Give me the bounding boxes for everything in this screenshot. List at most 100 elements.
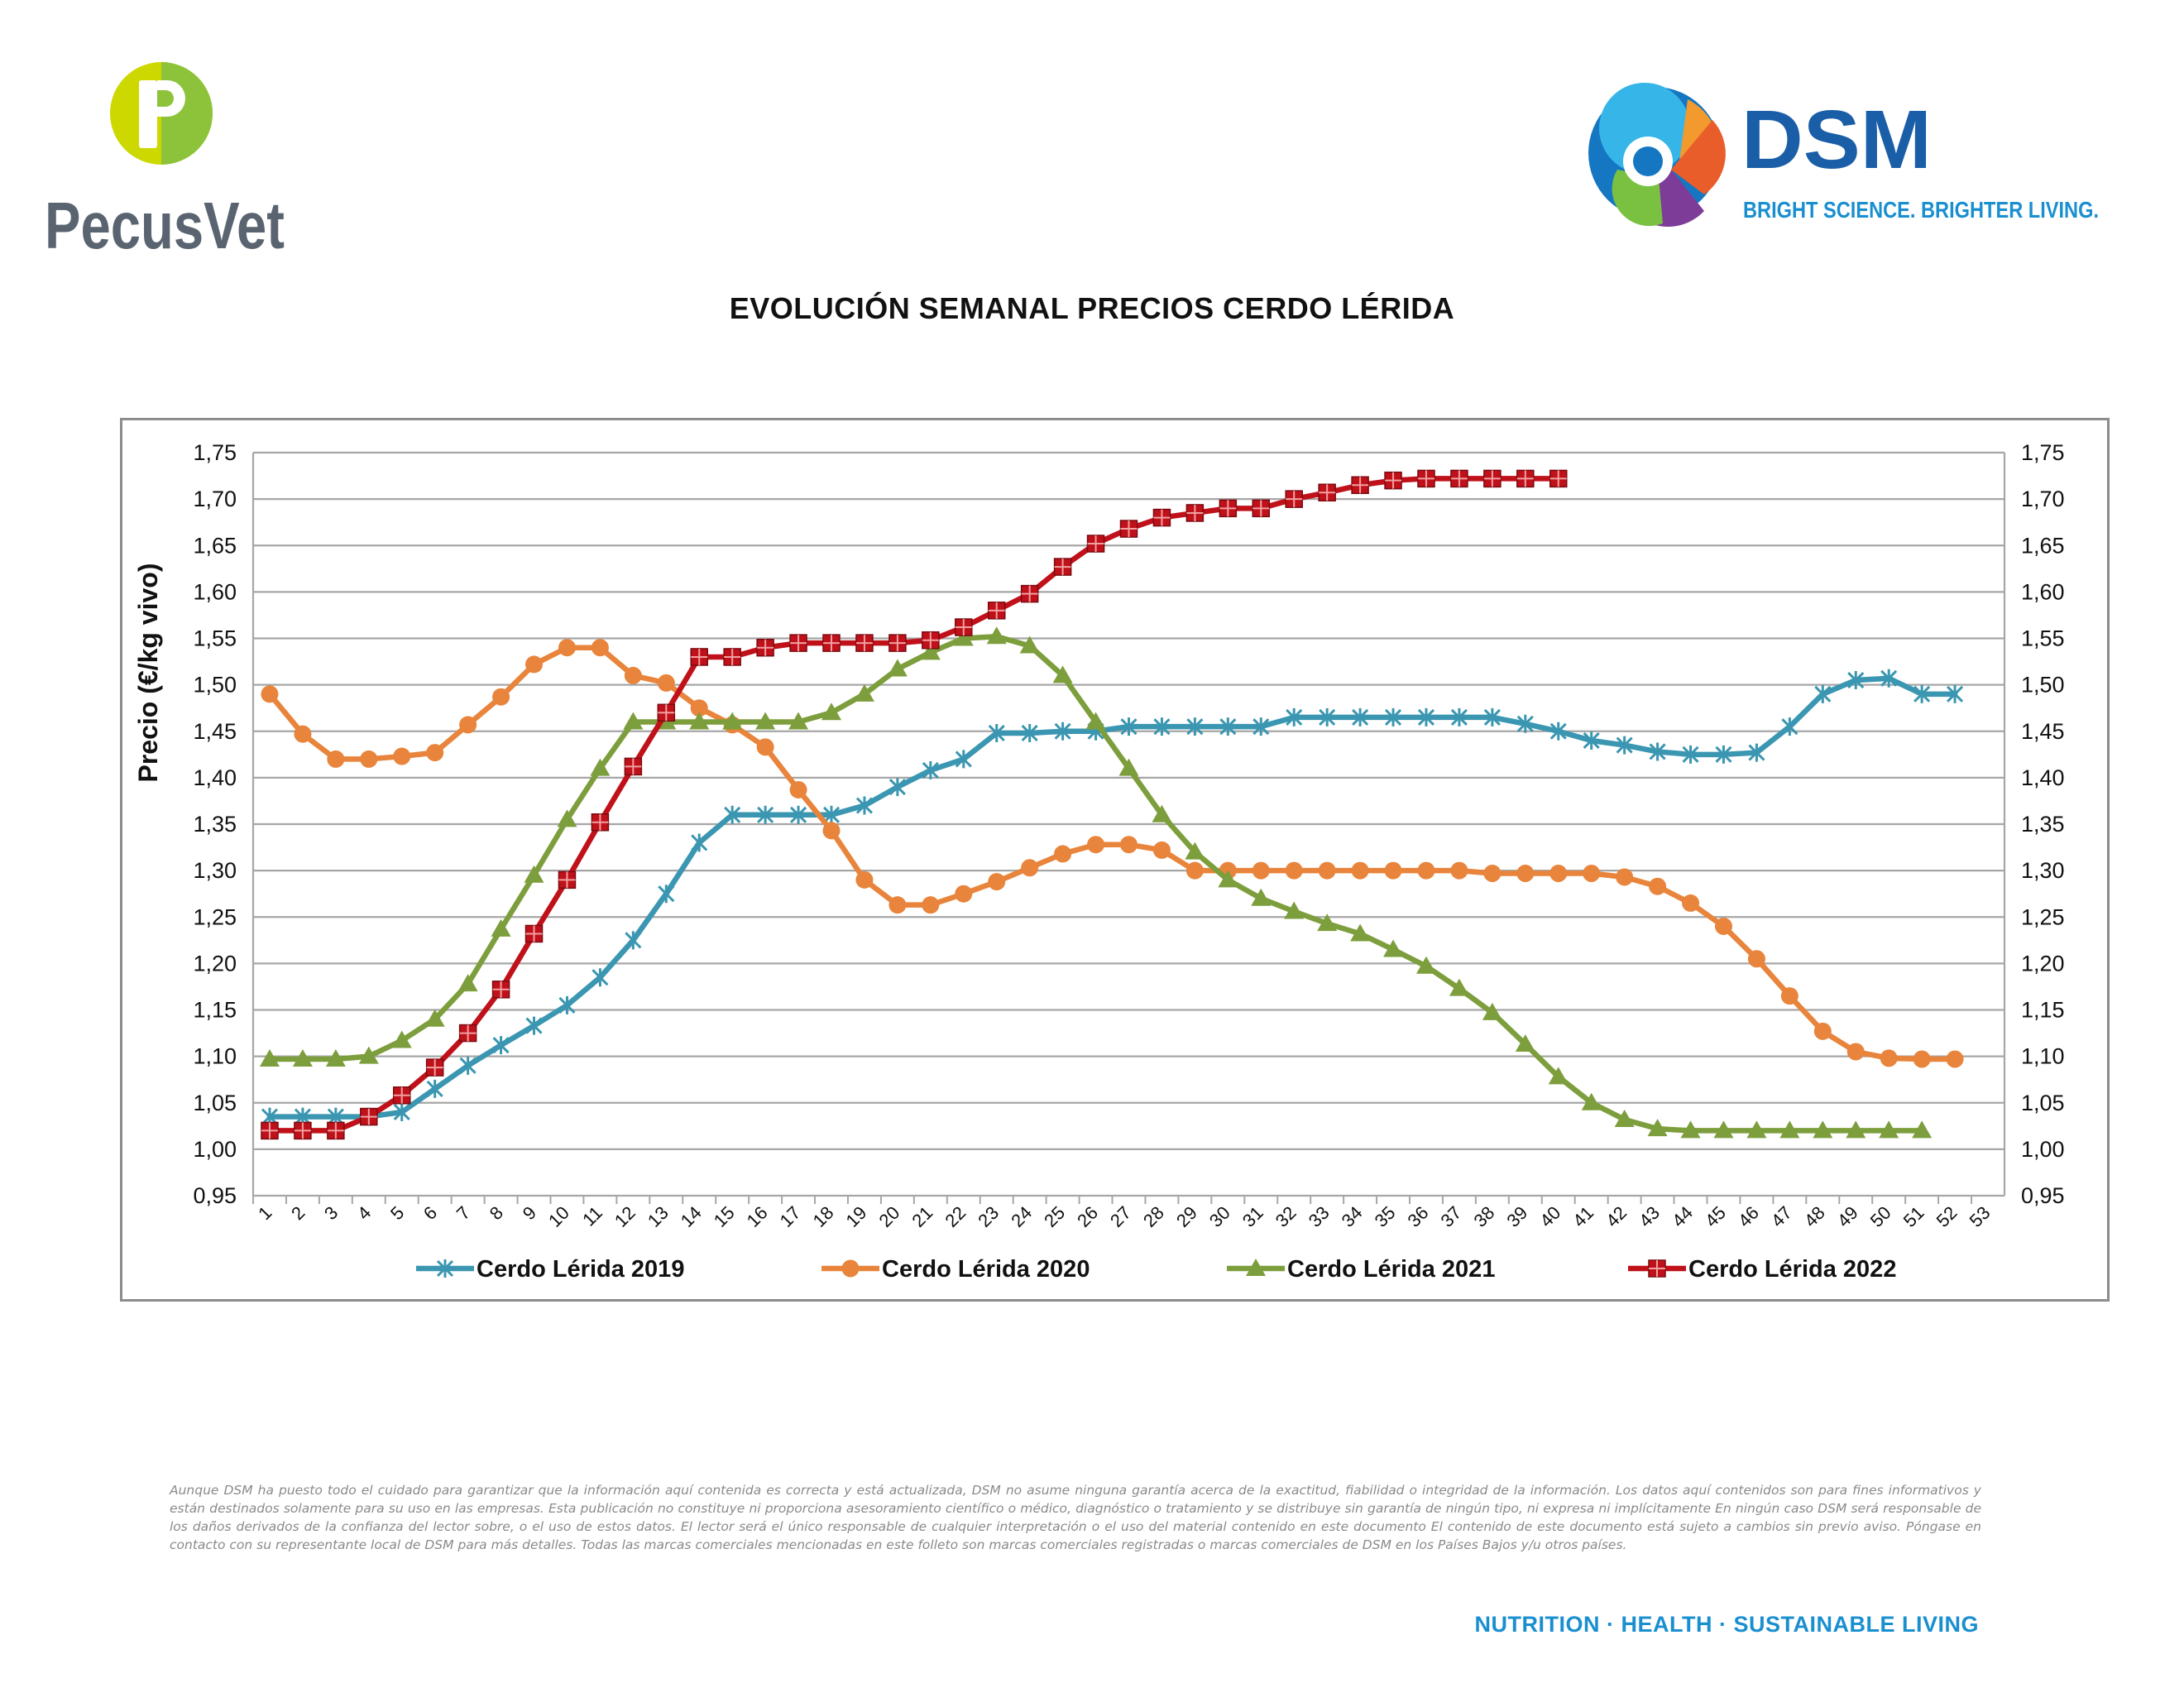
data-point xyxy=(1483,864,1502,882)
legend-label: Cerdo Lérida 2019 xyxy=(477,1256,684,1283)
marker-square-cross xyxy=(922,631,939,649)
data-point xyxy=(1880,1049,1898,1067)
pecusvet-wordmark: PecusVet xyxy=(45,189,285,261)
legend-marker xyxy=(841,1259,860,1278)
data-point xyxy=(1384,707,1402,727)
data-point xyxy=(492,1036,510,1055)
dsm-wordmark: DSM xyxy=(1741,94,1932,186)
data-point xyxy=(1781,717,1798,736)
data-point xyxy=(1847,671,1865,690)
data-point xyxy=(1118,758,1139,776)
x-tick-label: 18 xyxy=(809,1202,838,1231)
marker-square-cross xyxy=(1153,509,1171,526)
x-tick-label: 16 xyxy=(743,1202,772,1231)
data-point xyxy=(690,648,708,666)
series-1 xyxy=(261,669,1964,1126)
data-point xyxy=(920,642,941,660)
data-point xyxy=(1351,476,1369,495)
y-tick-label: 1,05 xyxy=(193,1091,237,1115)
marker-square-cross xyxy=(1549,470,1567,487)
data-point xyxy=(1219,499,1238,518)
marker-square-cross xyxy=(724,648,741,665)
data-point xyxy=(658,885,675,904)
legend-marker xyxy=(1648,1259,1666,1278)
x-tick-label: 27 xyxy=(1106,1202,1135,1231)
data-point xyxy=(855,796,874,815)
data-point xyxy=(1085,712,1106,730)
data-point xyxy=(358,1046,379,1064)
data-point xyxy=(1780,987,1798,1005)
data-point xyxy=(922,760,939,779)
data-point xyxy=(1053,558,1072,576)
data-point xyxy=(261,685,279,703)
data-point xyxy=(953,628,974,646)
data-point xyxy=(624,757,643,776)
data-point xyxy=(491,918,511,937)
data-point xyxy=(1913,1050,1931,1068)
data-point xyxy=(1714,917,1732,935)
x-tick-label: 30 xyxy=(1205,1202,1234,1231)
y-tick-label-right: 1,45 xyxy=(2021,719,2065,744)
y-tick-label-right: 1,20 xyxy=(2021,951,2065,976)
marker-square-cross xyxy=(1385,472,1402,489)
x-tick-label: 21 xyxy=(908,1202,936,1231)
x-tick-label: 13 xyxy=(644,1202,673,1231)
data-point xyxy=(524,924,544,943)
y-tick-label: 1,40 xyxy=(193,765,237,790)
legend-label: Cerdo Lérida 2021 xyxy=(1287,1256,1495,1283)
data-point xyxy=(1516,469,1535,488)
data-point xyxy=(1715,745,1732,764)
x-tick-label: 6 xyxy=(419,1202,441,1224)
x-tick-label: 48 xyxy=(1800,1202,1829,1231)
footer-tagline: NUTRITION · HEALTH · SUSTAINABLE LIVING xyxy=(1474,1612,1979,1637)
data-point xyxy=(1482,1002,1502,1020)
data-point xyxy=(426,1079,443,1098)
data-point xyxy=(922,631,940,650)
legend-item: Cerdo Lérida 2019 xyxy=(416,1256,684,1283)
data-point xyxy=(261,1121,279,1140)
x-tick-label: 50 xyxy=(1866,1202,1895,1231)
data-point xyxy=(955,618,973,636)
data-point xyxy=(1350,923,1371,942)
marker-square-cross xyxy=(360,1108,377,1125)
marker-square-cross xyxy=(790,635,807,652)
marker-square-cross xyxy=(823,635,841,652)
data-point xyxy=(458,1024,477,1043)
data-point xyxy=(558,639,576,657)
data-point xyxy=(755,712,776,730)
data-point xyxy=(757,805,774,824)
data-point xyxy=(1647,1119,1668,1137)
x-tick-label: 41 xyxy=(1569,1202,1597,1231)
data-point xyxy=(491,981,510,999)
data-point xyxy=(722,712,743,730)
x-axis: 1 2 3 4 5 6 7 8 9 10 11 12 13 14 15 16 17 18 19 20 21 22 23 24 2… xyxy=(252,1196,1995,1231)
gridlines xyxy=(251,451,2006,1197)
data-point xyxy=(457,974,478,992)
data-point xyxy=(1119,520,1138,538)
legend-marker xyxy=(436,1259,454,1278)
x-tick-label: 47 xyxy=(1767,1202,1796,1231)
data-point xyxy=(623,712,644,730)
data-point xyxy=(1450,469,1468,488)
data-point xyxy=(424,1009,445,1027)
data-point xyxy=(294,725,312,743)
data-point xyxy=(360,750,378,768)
marker-square-cross xyxy=(888,635,906,652)
x-tick-label: 39 xyxy=(1502,1202,1531,1231)
x-tick-label: 46 xyxy=(1734,1202,1763,1231)
marker-square-cross xyxy=(1186,504,1204,521)
y-axis-right: 0,95 1,00 1,05 1,10 1,15 1,20 1,25 1,30 1,35 1,40… xyxy=(2021,440,2065,1208)
data-point xyxy=(1649,877,1667,895)
marker-square-cross xyxy=(1120,520,1138,538)
data-point xyxy=(1912,1120,1933,1139)
x-tick-label: 26 xyxy=(1073,1202,1102,1231)
series-line xyxy=(266,675,1958,1120)
data-point xyxy=(1052,665,1073,683)
data-point xyxy=(1614,1109,1635,1127)
data-point xyxy=(393,1102,410,1121)
series-3 xyxy=(259,626,1933,1139)
data-point xyxy=(888,778,906,797)
y-axis-label: Precio (€/kg vivo) xyxy=(133,563,163,783)
series-line xyxy=(266,645,1958,1062)
data-point xyxy=(955,885,973,903)
